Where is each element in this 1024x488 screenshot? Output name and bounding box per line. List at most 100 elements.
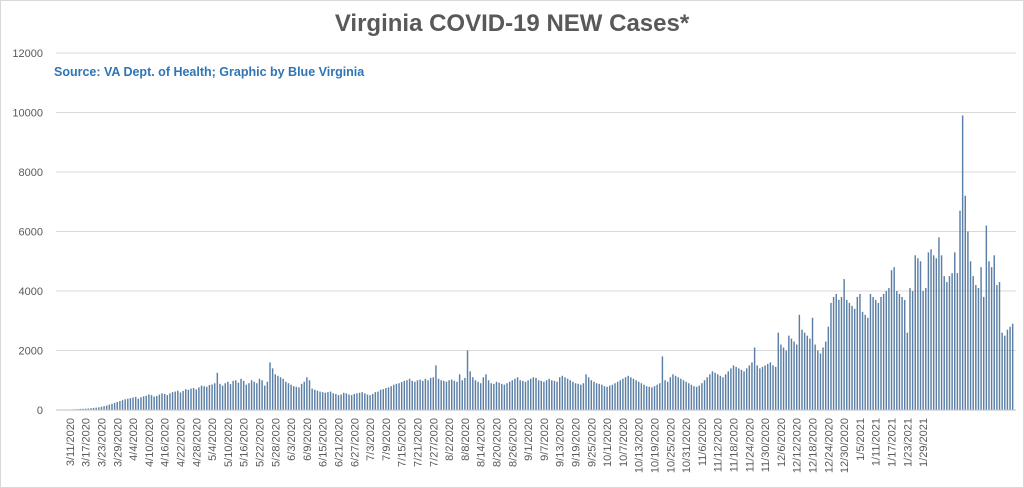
bar [140, 397, 142, 410]
x-tick-label: 8/14/2020 [476, 418, 488, 467]
bar [672, 374, 674, 410]
x-tick-label: 10/1/2020 [602, 418, 614, 467]
bar [332, 393, 334, 410]
bar [785, 350, 787, 410]
bar [835, 293, 837, 410]
bar [830, 302, 832, 410]
bar [530, 378, 532, 410]
bar [187, 389, 190, 410]
bar [822, 347, 824, 410]
bar [435, 365, 437, 411]
bar [859, 293, 861, 410]
bar [469, 371, 471, 410]
x-tick-label: 1/11/2021 [871, 418, 883, 466]
bar [308, 380, 311, 410]
bar [419, 379, 421, 410]
bar [732, 365, 735, 411]
bar [817, 350, 819, 410]
bar [116, 401, 118, 410]
bar [716, 374, 719, 410]
bar [174, 391, 176, 410]
bar [221, 385, 224, 410]
bar [532, 377, 535, 410]
bar [730, 368, 732, 410]
bar [656, 384, 658, 410]
x-tick-label: 9/7/2020 [539, 418, 551, 461]
bar [393, 384, 395, 410]
x-tick-label: 10/19/2020 [650, 418, 662, 473]
bar [851, 305, 853, 411]
y-axis: 0 2000 4000 6000 8000 10000 12000 [12, 48, 43, 417]
bar [564, 377, 566, 410]
bar [343, 392, 345, 410]
bar [374, 392, 377, 410]
x-tick-label: 10/31/2020 [681, 418, 693, 473]
bar [690, 384, 693, 410]
y-tick-label: 6000 [19, 227, 43, 239]
bar [266, 381, 269, 410]
bar [651, 387, 653, 410]
bar [619, 380, 621, 410]
bar [985, 225, 988, 410]
bar [206, 386, 208, 410]
bar [901, 296, 903, 410]
bar [738, 368, 740, 410]
bar [890, 270, 893, 410]
bar [803, 332, 806, 410]
bar [303, 381, 305, 410]
bar [519, 380, 521, 410]
bar [769, 362, 772, 410]
bar [98, 407, 100, 410]
bar [87, 408, 90, 410]
bar [403, 380, 406, 410]
bar [714, 372, 716, 410]
bar [208, 385, 211, 410]
bar [788, 335, 790, 411]
bar [258, 378, 261, 410]
bar [909, 288, 911, 410]
bar [411, 380, 413, 410]
bar [148, 394, 150, 410]
bar [274, 374, 276, 410]
bar [743, 371, 745, 410]
bar [261, 380, 263, 410]
bar [171, 392, 174, 410]
bar [240, 378, 242, 410]
bar [898, 293, 901, 410]
bar [959, 210, 961, 410]
bar [292, 386, 295, 410]
bar [756, 365, 758, 411]
bar [861, 311, 864, 410]
bar [250, 380, 253, 410]
bar [192, 387, 195, 410]
bar [543, 381, 545, 410]
x-tick-label: 7/15/2020 [397, 418, 409, 467]
bar [593, 381, 595, 410]
bar [566, 378, 569, 410]
bar [466, 350, 469, 410]
bar [485, 374, 487, 410]
x-tick-label: 8/8/2020 [460, 418, 472, 461]
bar [361, 392, 363, 410]
bar [524, 381, 527, 410]
bar [616, 381, 619, 410]
bar [664, 380, 666, 410]
bar [930, 249, 932, 410]
x-tick-label: 7/3/2020 [365, 418, 377, 461]
y-tick-label: 10000 [12, 108, 43, 120]
x-tick-label: 3/11/2020 [65, 418, 77, 466]
bar [153, 396, 155, 410]
bar [306, 377, 308, 410]
bar [790, 338, 793, 410]
bar [451, 379, 453, 410]
bar [456, 381, 458, 410]
bar [590, 380, 593, 410]
bar [440, 380, 442, 410]
bar [90, 408, 92, 410]
bar [514, 378, 516, 410]
bar [896, 291, 898, 410]
bar [577, 383, 579, 410]
bar [198, 387, 200, 410]
x-tick-label: 1/17/2021 [887, 418, 899, 467]
bar [335, 393, 337, 410]
